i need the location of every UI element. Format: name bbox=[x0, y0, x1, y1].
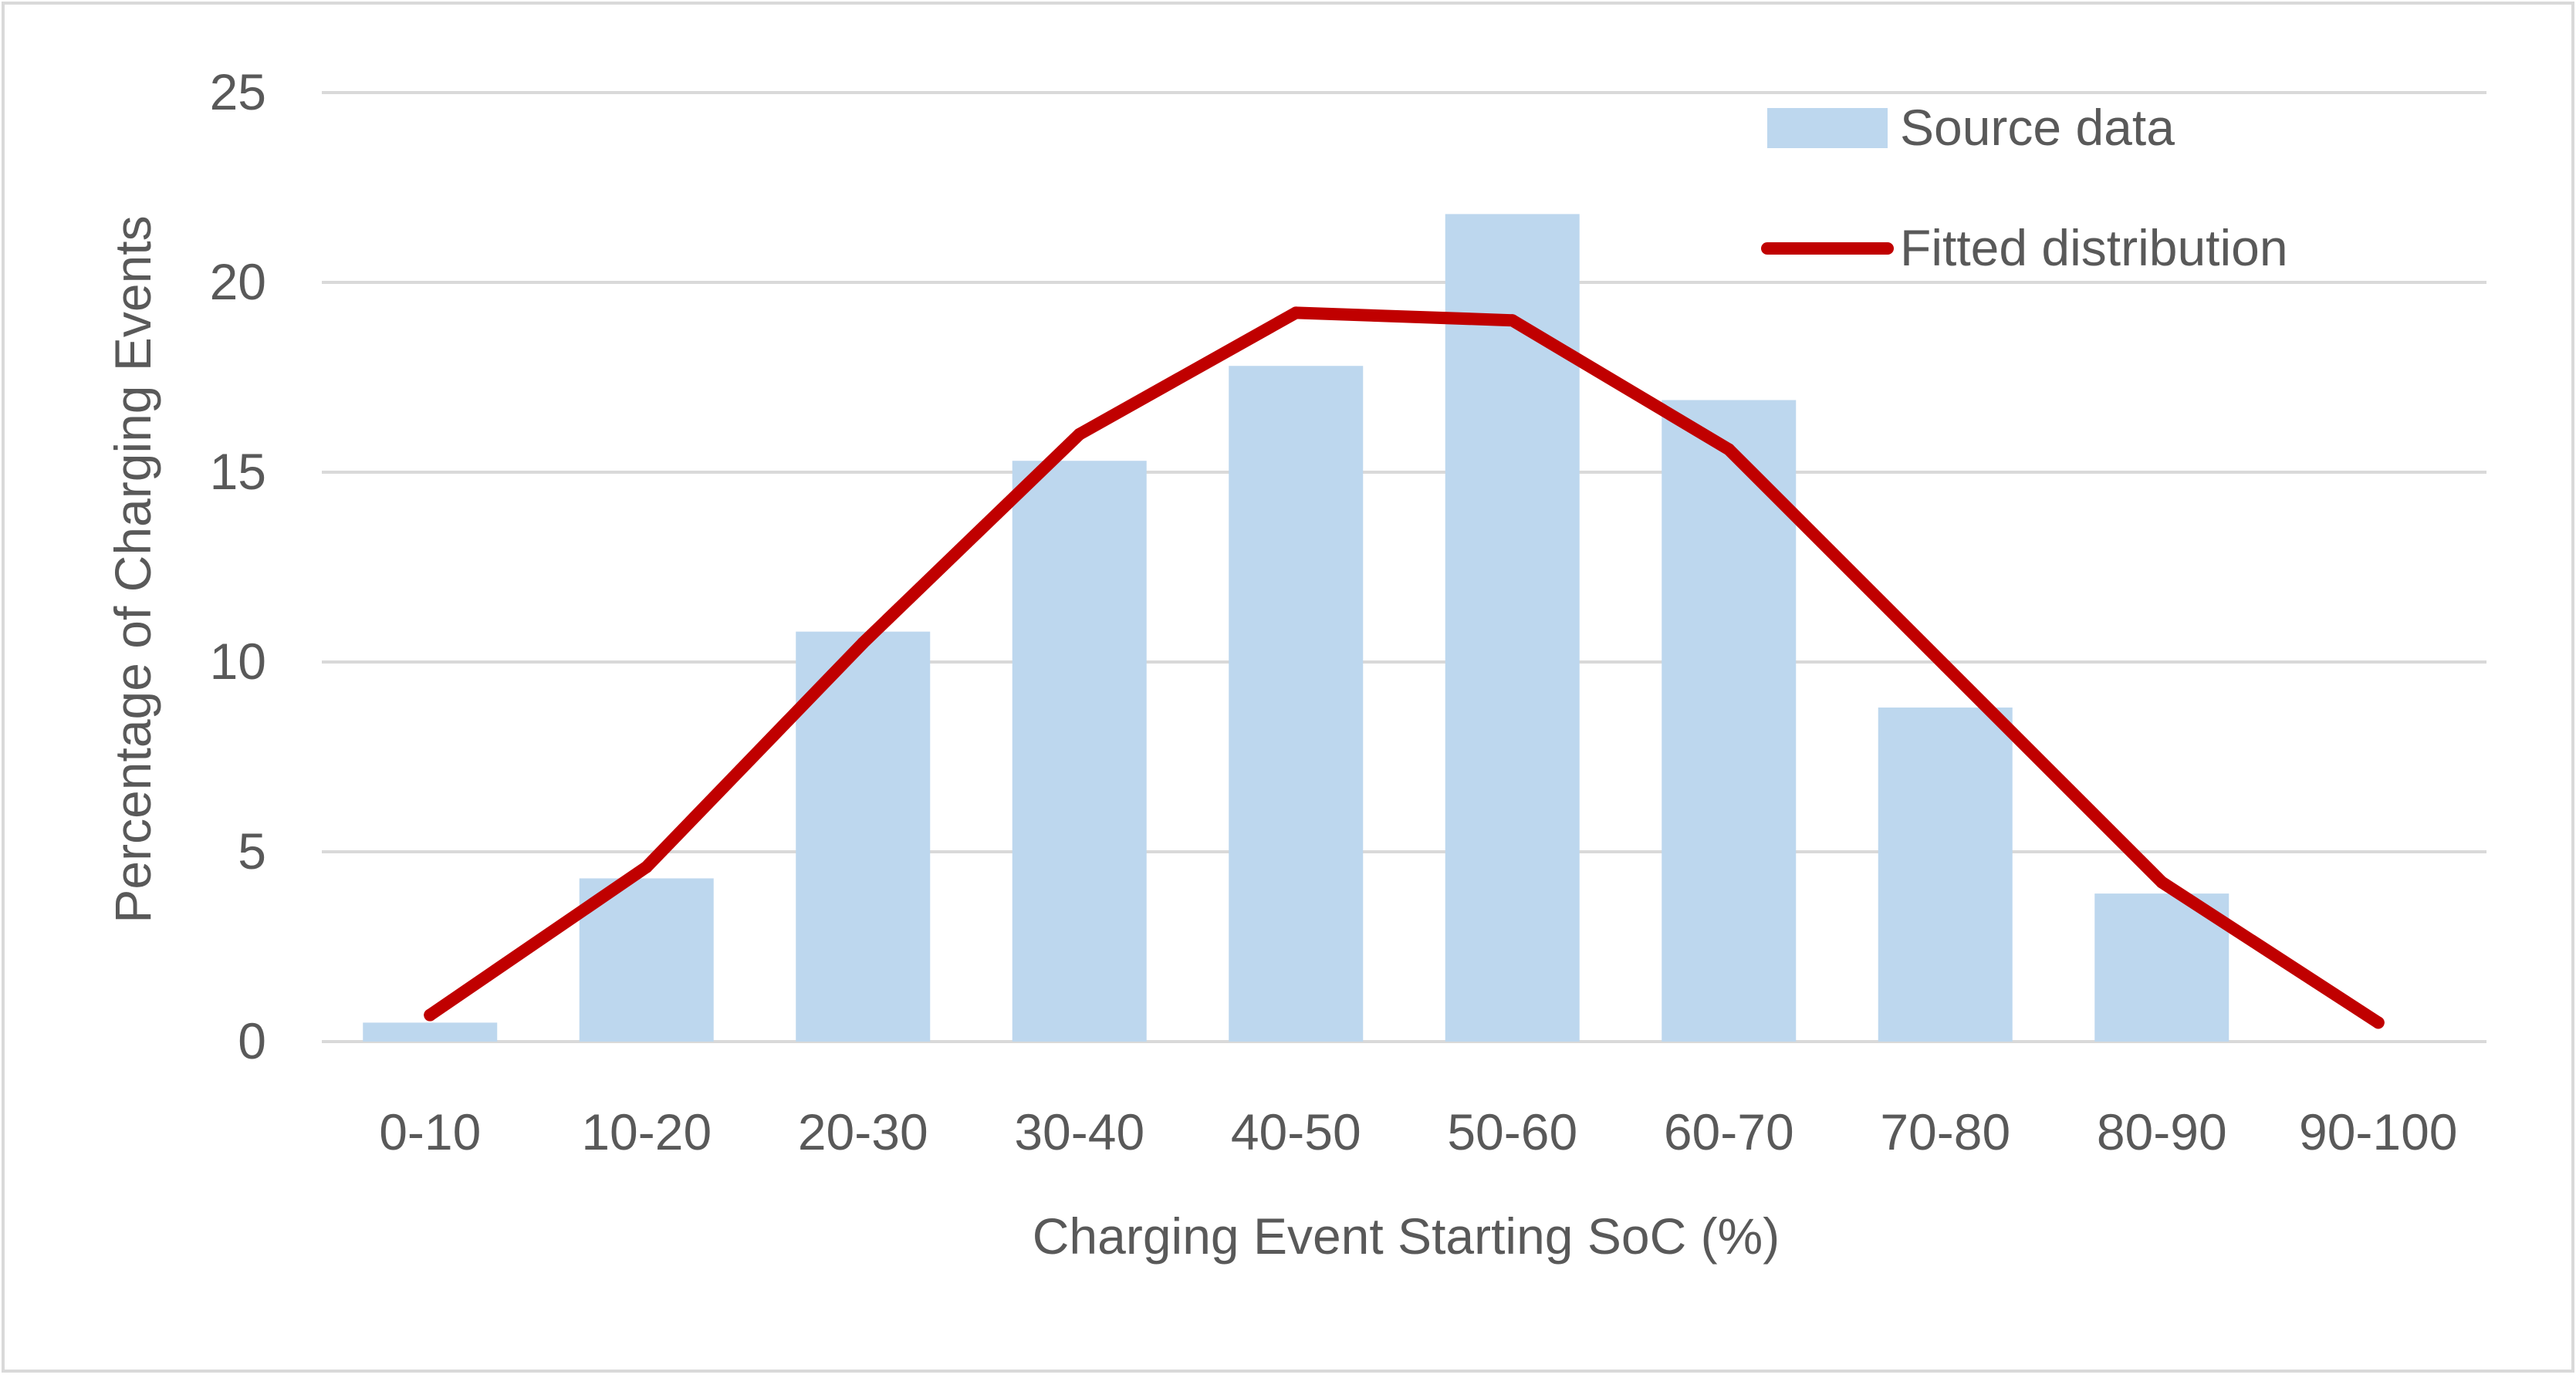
line-point-10-20 bbox=[640, 860, 653, 873]
line-point-70-80 bbox=[1939, 659, 1952, 672]
line-point-90-100 bbox=[2371, 1016, 2385, 1029]
y-tick-label-25: 25 bbox=[210, 63, 266, 120]
bar-30-40 bbox=[1012, 461, 1147, 1042]
line-point-30-40 bbox=[1073, 427, 1086, 441]
bar-70-80 bbox=[1878, 708, 2013, 1042]
bars-source-data bbox=[363, 214, 2229, 1042]
x-tick-label-90-100: 90-100 bbox=[2299, 1103, 2458, 1160]
y-tick-label-15: 15 bbox=[210, 443, 266, 500]
bar-10-20 bbox=[579, 878, 714, 1042]
x-tick-label-40-50: 40-50 bbox=[1231, 1103, 1361, 1160]
legend: Source data Fitted distribution bbox=[1761, 99, 2288, 276]
bar-50-60 bbox=[1445, 214, 1580, 1042]
x-tick-label-20-30: 20-30 bbox=[798, 1103, 928, 1160]
legend-label-fitted-distribution: Fitted distribution bbox=[1900, 219, 2288, 276]
y-tick-label-0: 0 bbox=[238, 1012, 266, 1069]
y-tick-label-5: 5 bbox=[238, 822, 266, 880]
y-tick-label-10: 10 bbox=[210, 633, 266, 690]
line-point-60-70 bbox=[1722, 443, 1736, 456]
line-point-40-50 bbox=[1290, 306, 1303, 319]
line-point-50-60 bbox=[1506, 314, 1519, 327]
y-axis-ticks: 0 5 10 15 20 25 bbox=[210, 63, 266, 1069]
x-axis-ticks: 0-10 10-20 20-30 30-40 40-50 50-60 60-70 70-80 8… bbox=[379, 1103, 2457, 1160]
bar-0-10 bbox=[363, 1022, 498, 1042]
y-axis-label: Percentage of Charging Events bbox=[104, 215, 161, 923]
x-tick-label-70-80: 70-80 bbox=[1880, 1103, 2010, 1160]
legend-swatch-source-data bbox=[1767, 108, 1888, 148]
x-tick-label-80-90: 80-90 bbox=[2097, 1103, 2227, 1160]
bar-40-50 bbox=[1229, 366, 1364, 1042]
x-tick-label-30-40: 30-40 bbox=[1014, 1103, 1144, 1160]
fitted-distribution-line-group bbox=[424, 306, 2385, 1029]
x-tick-label-10-20: 10-20 bbox=[581, 1103, 712, 1160]
y-tick-label-20: 20 bbox=[210, 253, 266, 310]
x-axis-label: Charging Event Starting SoC (%) bbox=[1033, 1207, 1780, 1265]
legend-label-source-data: Source data bbox=[1900, 99, 2175, 156]
bar-20-30 bbox=[796, 631, 931, 1042]
line-point-20-30 bbox=[857, 637, 870, 650]
x-tick-label-50-60: 50-60 bbox=[1447, 1103, 1577, 1160]
bar-60-70 bbox=[1662, 400, 1797, 1042]
fitted-distribution-line bbox=[424, 306, 2385, 1029]
x-tick-label-60-70: 60-70 bbox=[1664, 1103, 1794, 1160]
line-point-0-10 bbox=[424, 1008, 437, 1022]
line-point-80-90 bbox=[2155, 876, 2169, 889]
x-tick-label-0-10: 0-10 bbox=[379, 1103, 481, 1160]
